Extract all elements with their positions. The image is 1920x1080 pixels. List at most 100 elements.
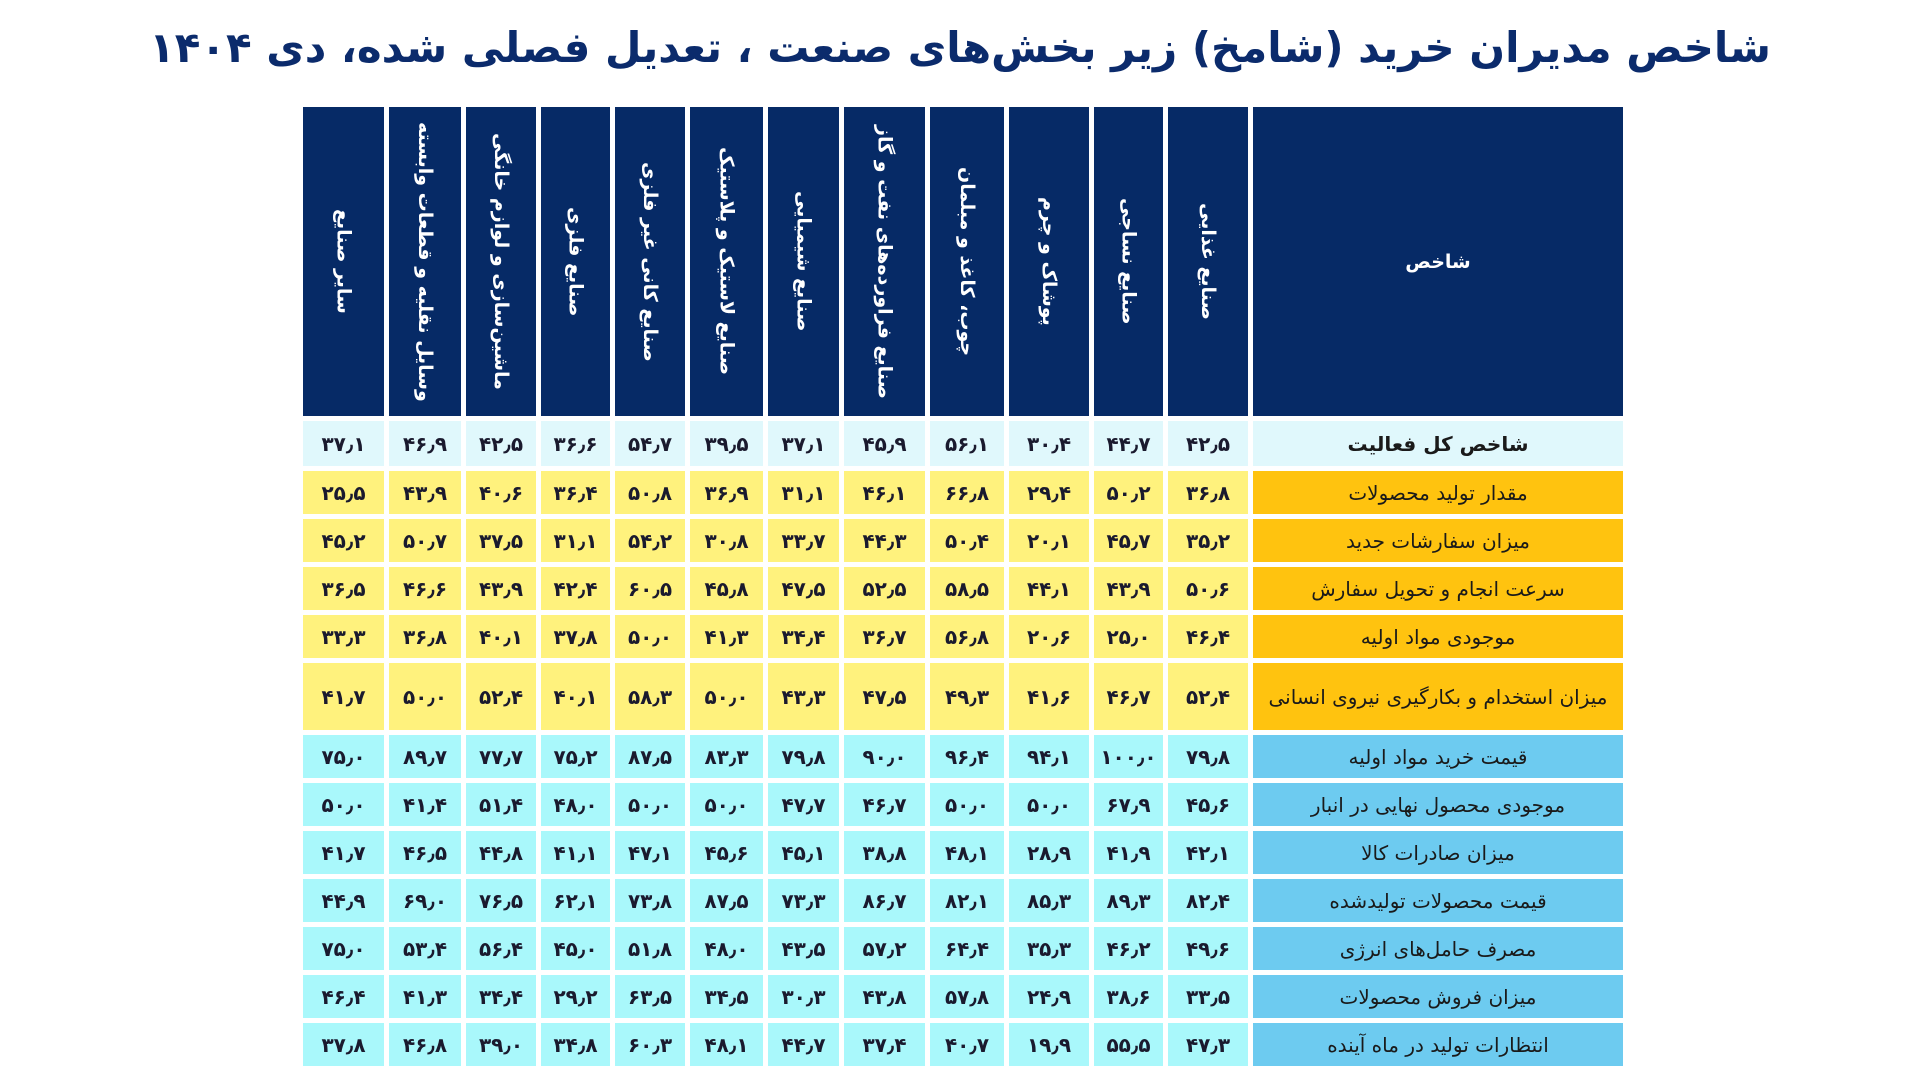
row-label: میزان صادرات کالا <box>1253 831 1623 874</box>
column-header: پوشاک و چرم <box>1009 107 1089 416</box>
table-cell: ۳۰٫۴ <box>1009 421 1089 466</box>
column-header-label: صنایع فراورده‌های نفت و گاز <box>873 124 896 399</box>
column-header: صنایع شیمیایی <box>768 107 839 416</box>
table-cell: ۵۸٫۵ <box>930 567 1004 610</box>
column-header: صنایع نساجی <box>1094 107 1163 416</box>
table-cell: ۸۲٫۱ <box>930 879 1004 922</box>
table-cell: ۴۷٫۵ <box>768 567 839 610</box>
table-cell: ۸۹٫۳ <box>1094 879 1163 922</box>
table-cell: ۴۷٫۵ <box>844 663 925 730</box>
table-cell: ۴۰٫۶ <box>466 471 536 514</box>
row-label: میزان سفارشات جدید <box>1253 519 1623 562</box>
table-cell: ۵۶٫۱ <box>930 421 1004 466</box>
column-header: صنایع لاستیک و پلاستیک <box>690 107 763 416</box>
table-cell: ۵۰٫۲ <box>1094 471 1163 514</box>
row-label: موجودی محصول نهایی در انبار <box>1253 783 1623 826</box>
row-label: انتظارات تولید در ماه آینده <box>1253 1023 1623 1066</box>
table-cell: ۴۵٫۶ <box>1168 783 1248 826</box>
table-cell: ۲۹٫۲ <box>541 975 610 1018</box>
row-label: میزان فروش محصولات <box>1253 975 1623 1018</box>
table-cell: ۸۵٫۳ <box>1009 879 1089 922</box>
table-cell: ۳۶٫۸ <box>389 615 461 658</box>
column-header-label: سایر صنایع <box>332 209 355 314</box>
table-cell: ۳۵٫۳ <box>1009 927 1089 970</box>
table-cell: ۵۵٫۵ <box>1094 1023 1163 1066</box>
column-header-label: پوشاک و چرم <box>1038 197 1060 326</box>
table-cell: ۲۵٫۵ <box>303 471 384 514</box>
table-cell: ۴۶٫۱ <box>844 471 925 514</box>
table-cell: ۵۶٫۸ <box>930 615 1004 658</box>
row-label: مقدار تولید محصولات <box>1253 471 1623 514</box>
table-cell: ۴۶٫۶ <box>389 567 461 610</box>
table-cell: ۳۶٫۹ <box>690 471 763 514</box>
table-cell: ۸۶٫۷ <box>844 879 925 922</box>
table-cell: ۶۳٫۵ <box>615 975 685 1018</box>
table-cell: ۳۷٫۱ <box>303 421 384 466</box>
table-cell: ۵۰٫۰ <box>1009 783 1089 826</box>
table-cell: ۳۶٫۷ <box>844 615 925 658</box>
table-cell: ۳۵٫۲ <box>1168 519 1248 562</box>
table-cell: ۴۵٫۲ <box>303 519 384 562</box>
header-indicator: شاخص <box>1253 107 1623 416</box>
table-cell: ۶۰٫۳ <box>615 1023 685 1066</box>
table-cell: ۵۲٫۴ <box>466 663 536 730</box>
table-cell: ۴۱٫۴ <box>389 783 461 826</box>
table-cell: ۴۱٫۹ <box>1094 831 1163 874</box>
table-cell: ۷۶٫۵ <box>466 879 536 922</box>
table-cell: ۴۷٫۱ <box>615 831 685 874</box>
table-cell: ۵۰٫۶ <box>1168 567 1248 610</box>
table-cell: ۲۵٫۰ <box>1094 615 1163 658</box>
table-cell: ۵۰٫۰ <box>303 783 384 826</box>
column-header: صنایع فلزی <box>541 107 610 416</box>
table-cell: ۴۵٫۰ <box>541 927 610 970</box>
table-cell: ۲۰٫۱ <box>1009 519 1089 562</box>
table-cell: ۵۰٫۷ <box>389 519 461 562</box>
row-label: میزان استخدام و بکارگیری نیروی انسانی <box>1253 663 1623 730</box>
table-cell: ۴۵٫۱ <box>768 831 839 874</box>
column-header-label: صنایع غذایی <box>1197 203 1219 320</box>
table-cell: ۴۳٫۹ <box>466 567 536 610</box>
table-cell: ۴۸٫۱ <box>690 1023 763 1066</box>
table-cell: ۴۶٫۴ <box>303 975 384 1018</box>
table-cell: ۴۸٫۰ <box>690 927 763 970</box>
table-cell: ۴۶٫۹ <box>389 421 461 466</box>
table-cell: ۷۵٫۰ <box>303 927 384 970</box>
row-label: شاخص کل فعالیت <box>1253 421 1623 466</box>
table-cell: ۳۶٫۶ <box>541 421 610 466</box>
table-cell: ۵۲٫۴ <box>1168 663 1248 730</box>
table-cell: ۴۲٫۵ <box>1168 421 1248 466</box>
column-header-label: صنایع شیمیایی <box>792 191 815 332</box>
table-cell: ۷۹٫۸ <box>768 735 839 778</box>
table-cell: ۵۰٫۰ <box>690 663 763 730</box>
table-cell: ۴۱٫۷ <box>303 831 384 874</box>
table-cell: ۳۹٫۰ <box>466 1023 536 1066</box>
column-header-label: صنایع کانی غیر فلزی <box>639 161 661 362</box>
table-cell: ۶۷٫۹ <box>1094 783 1163 826</box>
table-cell: ۷۵٫۲ <box>541 735 610 778</box>
table-cell: ۷۳٫۸ <box>615 879 685 922</box>
table-cell: ۳۶٫۵ <box>303 567 384 610</box>
table-cell: ۴۸٫۱ <box>930 831 1004 874</box>
table-cell: ۴۶٫۵ <box>389 831 461 874</box>
table-cell: ۴۹٫۳ <box>930 663 1004 730</box>
table-cell: ۴۳٫۸ <box>844 975 925 1018</box>
table-cell: ۶۲٫۱ <box>541 879 610 922</box>
table-cell: ۴۵٫۶ <box>690 831 763 874</box>
table-cell: ۱۹٫۹ <box>1009 1023 1089 1066</box>
table-cell: ۳۷٫۸ <box>541 615 610 658</box>
table-cell: ۴۵٫۹ <box>844 421 925 466</box>
column-header-label: صنایع لاستیک و پلاستیک <box>715 147 738 376</box>
table-cell: ۷۷٫۷ <box>466 735 536 778</box>
table-cell: ۴۳٫۳ <box>768 663 839 730</box>
table-cell: ۳۹٫۵ <box>690 421 763 466</box>
table-cell: ۳۰٫۳ <box>768 975 839 1018</box>
table-cell: ۳۰٫۸ <box>690 519 763 562</box>
table-cell: ۴۰٫۱ <box>466 615 536 658</box>
table-cell: ۸۹٫۷ <box>389 735 461 778</box>
table-cell: ۲۸٫۹ <box>1009 831 1089 874</box>
table-cell: ۹۰٫۰ <box>844 735 925 778</box>
row-label: قیمت محصولات تولیدشده <box>1253 879 1623 922</box>
table-cell: ۳۱٫۱ <box>541 519 610 562</box>
table-cell: ۳۸٫۸ <box>844 831 925 874</box>
table-cell: ۵۰٫۰ <box>690 783 763 826</box>
